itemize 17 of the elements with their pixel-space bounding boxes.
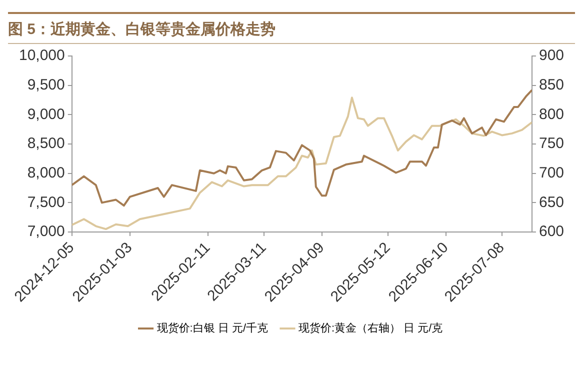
y2-tick-label: 650	[538, 194, 564, 211]
legend-label: 现货价:黄金（右轴） 日 元/克	[298, 322, 443, 335]
y-tick-label: 7,500	[27, 194, 65, 211]
y-tick-label: 9,500	[27, 76, 65, 94]
chart-title: 图 5：近期黄金、白银等贵金属价格走势	[8, 21, 276, 38]
y-tick-label: 7,000	[27, 223, 65, 240]
y-tick-label: 10,000	[18, 47, 65, 64]
y2-tick-label: 800	[538, 106, 564, 123]
y2-tick-label: 750	[538, 135, 564, 152]
y2-tick-label: 600	[538, 223, 564, 240]
y2-tick-label: 700	[538, 164, 564, 182]
y-tick-label: 8,000	[27, 164, 65, 182]
y-tick-label: 9,000	[27, 106, 65, 123]
y-tick-label: 8,500	[27, 135, 65, 152]
y2-tick-label: 900	[538, 47, 564, 64]
y2-tick-label: 850	[538, 76, 564, 94]
legend-label: 现货价:白银 日 元/千克	[156, 322, 268, 335]
